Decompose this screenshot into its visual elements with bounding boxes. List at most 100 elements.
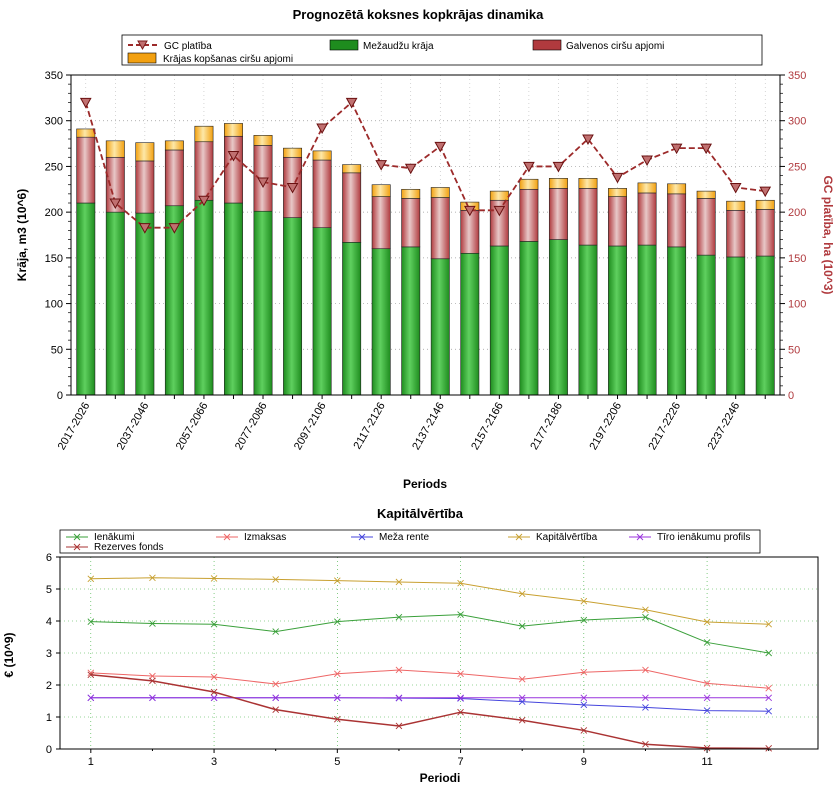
series-point	[272, 694, 280, 702]
bar-mezaudzu	[76, 202, 96, 396]
bars	[76, 123, 775, 396]
gc-point	[257, 177, 269, 189]
gc-point	[463, 205, 476, 217]
legend-mezaudzu-label: Mežaudžu krāja	[363, 41, 434, 52]
series-point	[457, 694, 464, 702]
x-tick-label: 2237-2246	[706, 401, 743, 453]
x-tick-label: 2097-2106	[292, 401, 329, 453]
bar-galvenos	[548, 188, 568, 240]
y2-tick-label: 50	[788, 344, 800, 356]
series-point	[765, 684, 773, 692]
bar-kopsanas	[401, 188, 421, 199]
y-tick-label: 5	[46, 584, 52, 596]
bar-kopsanas	[224, 123, 243, 137]
series-point	[703, 707, 711, 714]
y-tick-label: 3	[46, 648, 52, 660]
stacked-bar-chart: Prognozētā koksnes kopkrājas dinamika GC…	[15, 7, 835, 490]
legend-gc-triangle-icon	[137, 40, 148, 51]
bar-galvenos	[578, 188, 598, 246]
y-tick-label: 250	[45, 161, 63, 173]
gc-point	[375, 160, 388, 171]
y-tick-label: 0	[57, 390, 63, 402]
y-tick-label: 100	[45, 299, 63, 311]
bar-kopsanas	[164, 140, 184, 151]
line-chart: Kapitālvērtība Ienākumi Izmaksas Meža rent…	[2, 506, 819, 785]
gc-point	[345, 97, 358, 109]
legend-label: Ienākumi	[94, 532, 135, 543]
y-tick-label: 200	[45, 207, 63, 219]
bar-galvenos	[135, 160, 155, 214]
series-point	[580, 616, 588, 624]
series-point	[87, 694, 95, 702]
bar-mezaudzu	[460, 252, 480, 396]
series-point	[272, 628, 280, 635]
bar-kopsanas	[755, 199, 775, 210]
bar-mezaudzu	[667, 246, 687, 396]
series-lines	[87, 574, 773, 752]
y2-tick-label: 0	[788, 390, 794, 402]
legend-label: Tīro ienākumu profils	[657, 532, 750, 543]
bar-mezaudzu	[430, 258, 450, 396]
series-point	[333, 577, 341, 584]
series-point	[149, 672, 156, 680]
bar-galvenos	[401, 198, 421, 248]
bar-kopsanas	[342, 164, 362, 174]
legend-label: Meža rente	[379, 532, 429, 543]
y-tick-label: 4	[46, 616, 52, 628]
bar-mezaudzu	[608, 245, 627, 396]
gc-point	[79, 97, 92, 109]
gc-point	[700, 143, 712, 155]
y2-tick-label: 100	[788, 299, 806, 311]
bar-kopsanas	[105, 140, 125, 158]
y2-tick-label: 200	[788, 207, 806, 219]
legend-x-marker-icon	[358, 533, 366, 541]
y2-tick-label: 150	[788, 253, 806, 265]
series-line	[90, 614, 769, 654]
gc-point	[227, 150, 240, 162]
bar-galvenos	[667, 193, 687, 248]
gc-point	[286, 182, 299, 194]
series-line	[90, 577, 769, 625]
series-point	[518, 675, 526, 683]
series-point	[580, 597, 588, 605]
bar-mezaudzu	[283, 217, 303, 396]
series-point	[457, 611, 464, 618]
series-point	[333, 694, 341, 702]
bar-mezaudzu	[224, 202, 243, 396]
legend-x-marker-icon	[223, 533, 231, 541]
x-tick-label: 9	[581, 756, 587, 768]
x-tick-label: 2137-2146	[410, 401, 447, 453]
axes: 0 0 50 50 100 100 150 150 200 200 250 250 300 300 350 3…	[45, 70, 807, 452]
y2-tick-label: 250	[788, 161, 806, 173]
series-point	[642, 740, 649, 748]
bar-galvenos	[430, 197, 450, 260]
bar-kopsanas	[578, 178, 598, 189]
series-point	[210, 694, 218, 702]
legend-x-marker-icon	[515, 533, 523, 541]
bar-galvenos	[519, 188, 539, 242]
series-point	[333, 618, 341, 625]
y2-tick-label: 300	[788, 116, 806, 128]
series-point	[395, 666, 403, 674]
bar-mezaudzu	[755, 255, 775, 396]
y2-tick-label: 350	[788, 70, 806, 82]
legend-kopsanas-label: Krājas kopšanas ciršu apjomi	[163, 54, 293, 65]
x-tick-label: 11	[701, 756, 712, 768]
gc-point	[139, 223, 151, 234]
legend: GC platība Mežaudžu krāja Galvenos ciršu…	[121, 34, 763, 66]
x-tick-label: 2077-2086	[233, 401, 270, 453]
series-point	[642, 704, 649, 711]
bar-mezaudzu	[578, 244, 598, 396]
series-point	[149, 694, 156, 702]
bar-mezaudzu	[726, 256, 746, 396]
plot-frame	[70, 74, 781, 396]
bar-kopsanas	[371, 184, 391, 197]
y2-axis-label: GC platība, ha (10^3)	[821, 175, 835, 294]
series-point	[210, 673, 218, 681]
bar-mezaudzu	[696, 254, 716, 396]
legend-galvenos-label: Galvenos ciršu apjomi	[566, 41, 664, 52]
series-point	[149, 620, 156, 627]
y-tick-label: 150	[45, 253, 63, 265]
gc-line-path	[84, 100, 766, 229]
series-point	[395, 613, 403, 621]
